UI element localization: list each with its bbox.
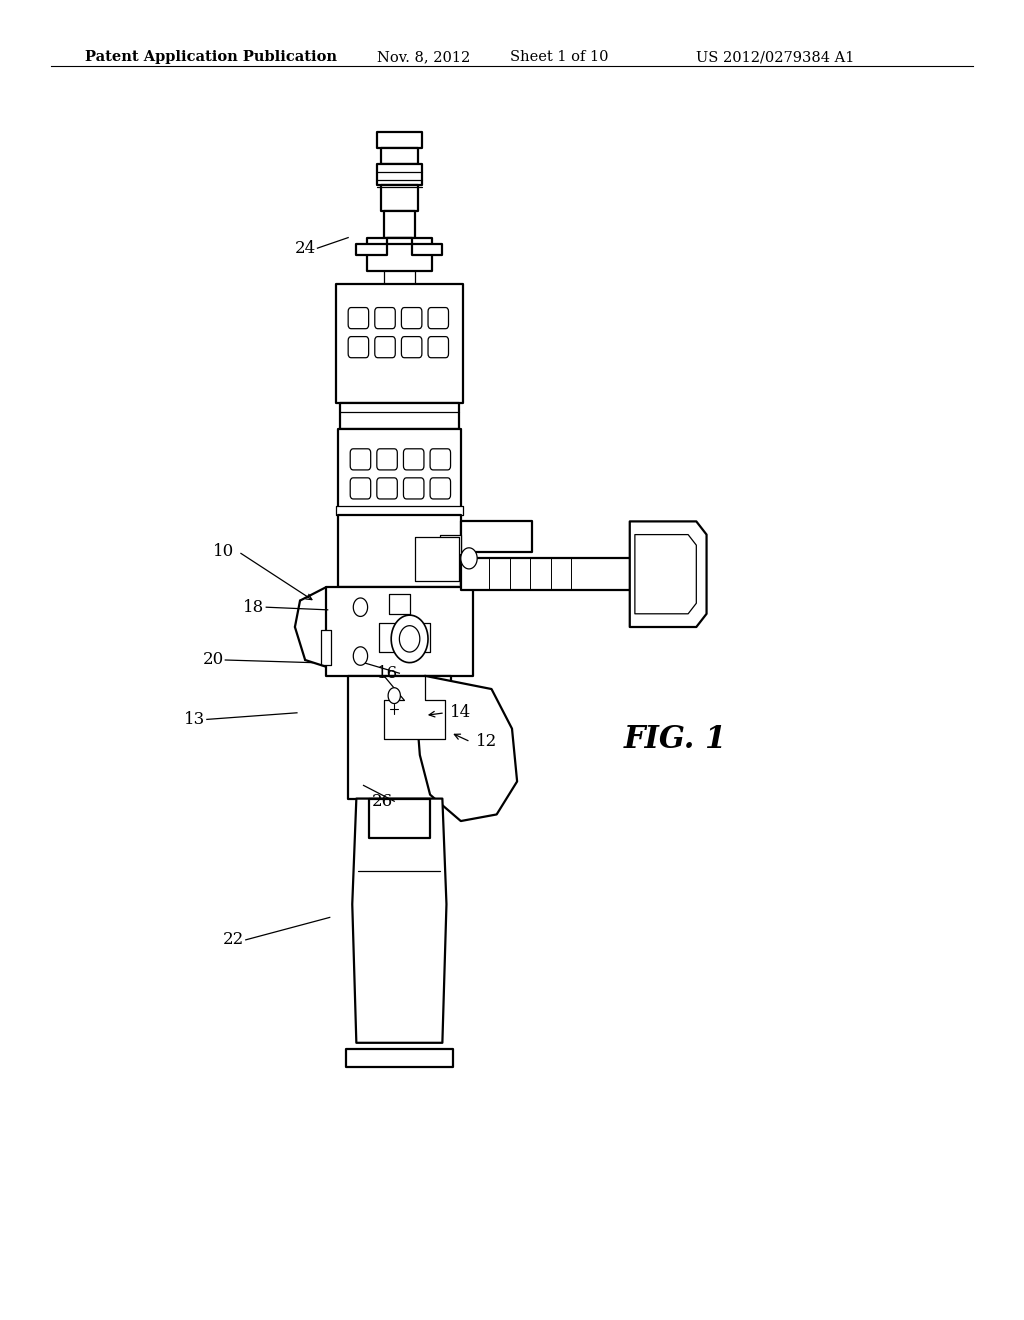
Polygon shape xyxy=(336,506,463,515)
Polygon shape xyxy=(461,548,477,569)
Polygon shape xyxy=(326,587,473,676)
Polygon shape xyxy=(415,676,517,821)
Text: Sheet 1 of 10: Sheet 1 of 10 xyxy=(510,50,608,65)
Text: FIG. 1: FIG. 1 xyxy=(625,723,727,755)
Polygon shape xyxy=(384,211,415,238)
Polygon shape xyxy=(635,535,696,614)
FancyBboxPatch shape xyxy=(375,308,395,329)
Text: 14: 14 xyxy=(451,705,471,721)
Text: 12: 12 xyxy=(476,734,497,750)
Polygon shape xyxy=(352,799,446,1043)
Text: 20: 20 xyxy=(203,652,223,668)
Polygon shape xyxy=(461,521,532,552)
Polygon shape xyxy=(388,688,400,704)
Text: US 2012/0279384 A1: US 2012/0279384 A1 xyxy=(696,50,855,65)
Polygon shape xyxy=(415,537,459,581)
Polygon shape xyxy=(338,429,461,508)
Polygon shape xyxy=(369,799,430,838)
Polygon shape xyxy=(391,615,428,663)
Polygon shape xyxy=(353,598,368,616)
Polygon shape xyxy=(336,284,463,403)
Polygon shape xyxy=(412,244,442,255)
Polygon shape xyxy=(377,164,422,185)
FancyBboxPatch shape xyxy=(428,337,449,358)
Text: 18: 18 xyxy=(244,599,264,615)
Polygon shape xyxy=(387,238,412,244)
Text: 10: 10 xyxy=(213,544,233,560)
FancyBboxPatch shape xyxy=(375,337,395,358)
FancyBboxPatch shape xyxy=(377,449,397,470)
Text: 26: 26 xyxy=(372,793,392,809)
FancyBboxPatch shape xyxy=(401,308,422,329)
Polygon shape xyxy=(404,686,418,718)
Polygon shape xyxy=(338,515,461,587)
Text: 22: 22 xyxy=(223,932,244,948)
Polygon shape xyxy=(321,630,331,665)
Text: 16: 16 xyxy=(377,665,397,681)
Polygon shape xyxy=(381,185,418,211)
FancyBboxPatch shape xyxy=(350,478,371,499)
Polygon shape xyxy=(440,535,461,554)
Polygon shape xyxy=(353,647,368,665)
FancyBboxPatch shape xyxy=(403,478,424,499)
FancyBboxPatch shape xyxy=(348,308,369,329)
FancyBboxPatch shape xyxy=(428,308,449,329)
FancyBboxPatch shape xyxy=(350,449,371,470)
Polygon shape xyxy=(348,676,451,799)
Polygon shape xyxy=(389,594,410,614)
Polygon shape xyxy=(381,148,418,164)
FancyBboxPatch shape xyxy=(403,449,424,470)
Text: 13: 13 xyxy=(184,711,205,727)
Polygon shape xyxy=(340,403,459,429)
Text: 24: 24 xyxy=(295,240,315,256)
Polygon shape xyxy=(379,623,430,652)
Polygon shape xyxy=(630,521,707,627)
Polygon shape xyxy=(367,238,432,271)
Polygon shape xyxy=(461,558,645,590)
Polygon shape xyxy=(384,676,445,739)
Polygon shape xyxy=(377,132,422,148)
Text: Patent Application Publication: Patent Application Publication xyxy=(85,50,337,65)
FancyBboxPatch shape xyxy=(430,478,451,499)
Text: Nov. 8, 2012: Nov. 8, 2012 xyxy=(377,50,470,65)
Polygon shape xyxy=(461,561,584,585)
FancyBboxPatch shape xyxy=(430,449,451,470)
Polygon shape xyxy=(356,244,387,255)
Polygon shape xyxy=(399,626,420,652)
Polygon shape xyxy=(346,1049,453,1067)
FancyBboxPatch shape xyxy=(377,478,397,499)
Polygon shape xyxy=(384,271,415,284)
FancyBboxPatch shape xyxy=(401,337,422,358)
FancyBboxPatch shape xyxy=(348,337,369,358)
